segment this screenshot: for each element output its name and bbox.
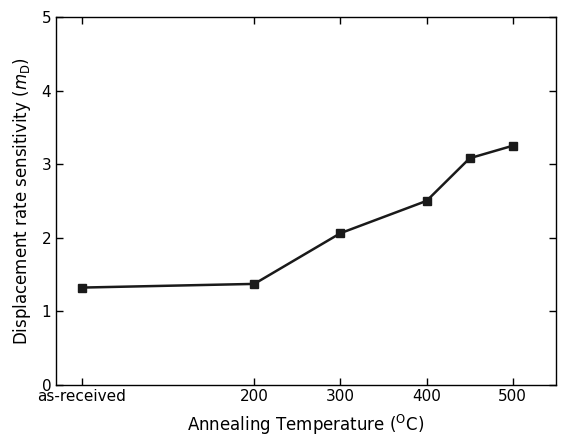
Y-axis label: Displacement rate sensitivity ($m_{\mathrm{D}}$): Displacement rate sensitivity ($m_{\math… — [11, 57, 33, 345]
X-axis label: Annealing Temperature ($^{\mathrm{O}}$C): Annealing Temperature ($^{\mathrm{O}}$C) — [187, 413, 425, 437]
